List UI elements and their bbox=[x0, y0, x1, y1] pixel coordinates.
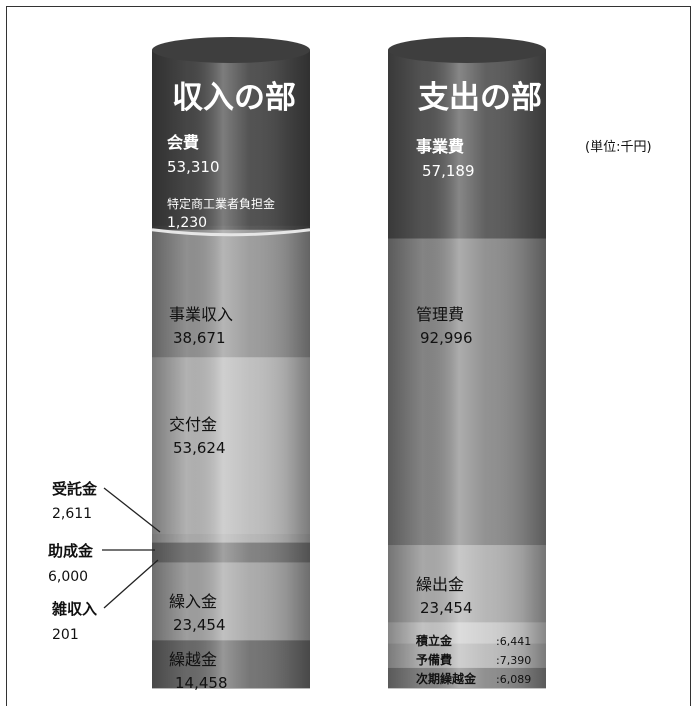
leader-line bbox=[103, 487, 161, 533]
label-name: 受託金 bbox=[52, 480, 98, 498]
label-name: 会費 bbox=[167, 133, 199, 152]
segment-edge bbox=[151, 228, 311, 237]
leader-line bbox=[103, 559, 159, 609]
label-name: 次期繰越金 bbox=[416, 671, 477, 686]
label-value: 201 bbox=[52, 627, 79, 643]
label-name: 繰入金 bbox=[169, 592, 217, 611]
label-value: 23,454 bbox=[420, 599, 473, 617]
label-value: :6,441 bbox=[496, 635, 531, 648]
column-title: 収入の部 bbox=[172, 80, 296, 116]
cylinder-top bbox=[388, 37, 546, 63]
label-name: 雑収入 bbox=[51, 600, 97, 618]
label-name: 交付金 bbox=[169, 415, 217, 434]
label-value: 1,230 bbox=[167, 215, 207, 231]
chart-frame bbox=[6, 6, 691, 706]
label-name: 特定商工業者負担金 bbox=[167, 196, 275, 211]
label-value: 57,189 bbox=[422, 162, 475, 180]
label-value: 53,624 bbox=[173, 439, 226, 457]
label-value: 53,310 bbox=[167, 158, 220, 176]
label-name: 助成金 bbox=[48, 542, 94, 560]
label-value: 14,458 bbox=[175, 674, 228, 692]
cylinder-shading bbox=[152, 50, 310, 688]
label-value: 2,611 bbox=[52, 506, 92, 522]
label-value: :6,089 bbox=[496, 673, 531, 686]
label-name: 繰越金 bbox=[169, 650, 217, 669]
label-name: 積立金 bbox=[415, 633, 453, 648]
cylinder-shading bbox=[388, 50, 546, 688]
label-value: :7,390 bbox=[496, 654, 531, 667]
label-value: 6,000 bbox=[48, 569, 88, 585]
label-name: 予備費 bbox=[416, 652, 452, 667]
label-name: 事業収入 bbox=[169, 305, 233, 324]
label-name: 繰出金 bbox=[416, 575, 464, 594]
label-value: 92,996 bbox=[420, 329, 473, 347]
cylinder-top bbox=[152, 37, 310, 63]
unit-note: (単位:千円) bbox=[585, 140, 652, 155]
label-value: 23,454 bbox=[173, 616, 226, 634]
column-title: 支出の部 bbox=[418, 80, 542, 116]
label-name: 事業費 bbox=[416, 137, 464, 156]
label-name: 管理費 bbox=[416, 305, 464, 324]
label-value: 38,671 bbox=[173, 329, 226, 347]
